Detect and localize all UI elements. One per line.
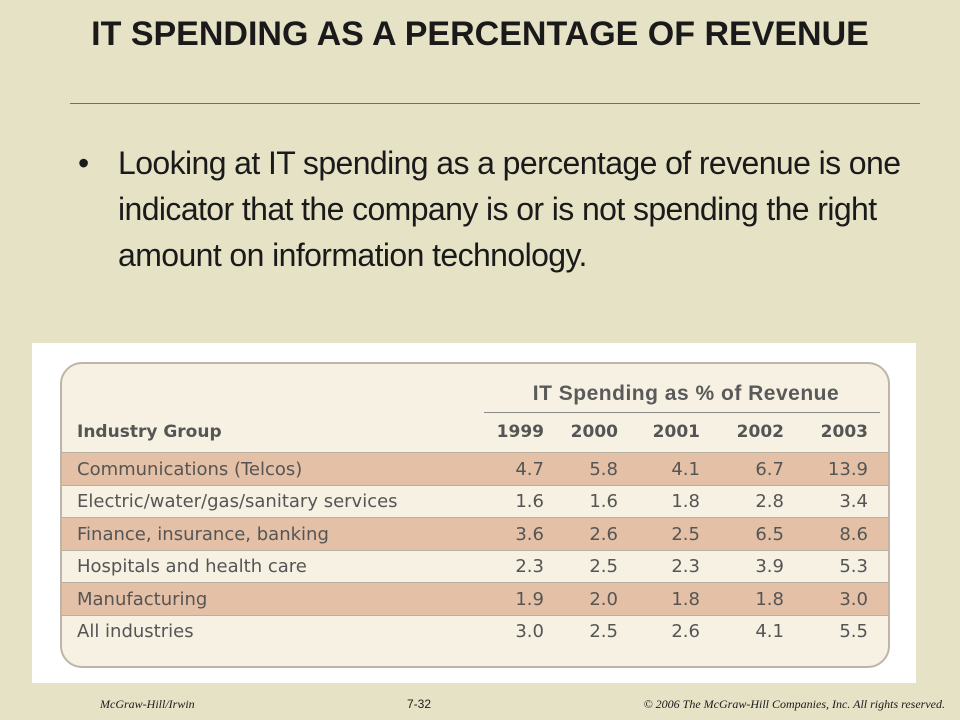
value-cell: 1.6: [515, 491, 544, 513]
value-cell: 2.3: [515, 556, 544, 578]
it-spending-table: IT Spending as % of Revenue Industry Gro…: [60, 362, 890, 668]
bullet-text: Looking at IT spending as a percentage o…: [118, 145, 901, 273]
footer-copyright: © 2006 The McGraw-Hill Companies, Inc. A…: [643, 697, 945, 711]
group-header: IT Spending as % of Revenue: [532, 382, 840, 405]
value-cell: 2.5: [589, 556, 618, 578]
year-header-2000: 2000: [570, 422, 618, 442]
value-cell: 3.0: [515, 621, 544, 643]
value-cell: 3.0: [839, 588, 868, 610]
value-cell: 2.5: [671, 523, 700, 545]
value-cell: 6.5: [755, 523, 784, 545]
value-cell: 1.6: [589, 491, 618, 513]
title-divider: [70, 103, 920, 104]
value-cell: 1.8: [671, 491, 700, 513]
year-header-2001: 2001: [652, 422, 700, 442]
value-cell: 2.6: [589, 523, 618, 545]
bullet-dot-icon: •: [78, 145, 90, 181]
value-cell: 1.9: [515, 588, 544, 610]
value-cell: 8.6: [839, 523, 868, 545]
industry-label: All industries: [77, 621, 194, 643]
industry-label: Communications (Telcos): [77, 458, 303, 480]
table-row: Manufacturing 1.9 2.0 1.8 1.8 3.0: [62, 582, 888, 616]
value-cell: 5.3: [839, 556, 868, 578]
year-header-2002: 2002: [736, 422, 784, 442]
value-cell: 1.8: [671, 588, 700, 610]
value-cell: 6.7: [755, 458, 784, 480]
table-header-row: Industry Group 1999 2000 2001 2002 2003: [62, 414, 888, 450]
industry-label: Hospitals and health care: [77, 556, 307, 578]
slide-title: IT SPENDING AS A PERCENTAGE OF REVENUE: [91, 15, 869, 53]
value-cell: 3.6: [515, 523, 544, 545]
industry-group-header: Industry Group: [77, 422, 222, 442]
value-cell: 4.1: [671, 458, 700, 480]
value-cell: 2.3: [671, 556, 700, 578]
footer-publisher: McGraw-Hill/Irwin: [100, 697, 195, 711]
value-cell: 1.8: [755, 588, 784, 610]
value-cell: 3.4: [839, 491, 868, 513]
year-header-2003: 2003: [820, 422, 868, 442]
industry-label: Electric/water/gas/sanitary services: [77, 491, 398, 513]
value-cell: 4.7: [515, 458, 544, 480]
table-figure: IT Spending as % of Revenue Industry Gro…: [32, 343, 916, 683]
value-cell: 2.8: [755, 491, 784, 513]
value-cell: 5.5: [839, 621, 868, 643]
footer-page-number: 7-32: [407, 697, 432, 711]
group-header-rule: [484, 412, 880, 413]
table-row: All industries 3.0 2.5 2.6 4.1 5.5: [62, 614, 888, 648]
year-header-1999: 1999: [496, 422, 544, 442]
table-row: Hospitals and health care 2.3 2.5 2.3 3.9 5.3: [62, 549, 888, 583]
value-cell: 3.9: [755, 556, 784, 578]
value-cell: 2.6: [671, 621, 700, 643]
table-row: Finance, insurance, banking 3.6 2.6 2.5 6.5 8…: [62, 517, 888, 551]
industry-label: Finance, insurance, banking: [77, 523, 329, 545]
industry-label: Manufacturing: [77, 588, 208, 610]
value-cell: 5.8: [589, 458, 618, 480]
table-row: Communications (Telcos) 4.7 5.8 4.1 6.7 13.9: [62, 452, 888, 486]
value-cell: 4.1: [755, 621, 784, 643]
table-row: Electric/water/gas/sanitary services 1.6 1…: [62, 484, 888, 518]
value-cell: 2.5: [589, 621, 618, 643]
value-cell: 2.0: [589, 588, 618, 610]
value-cell: 13.9: [827, 458, 868, 480]
